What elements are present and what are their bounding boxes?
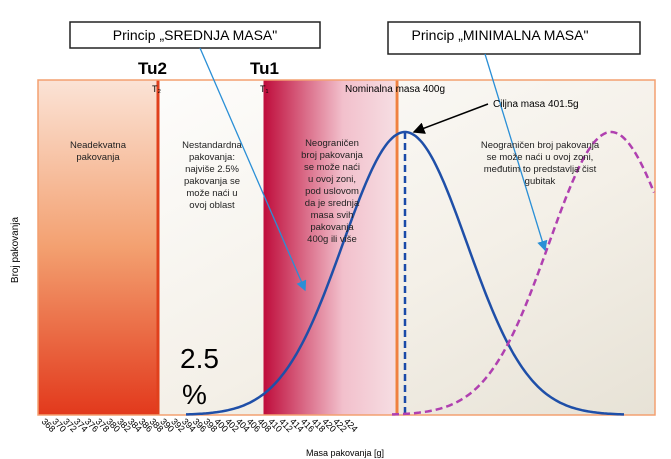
zone-unlimited	[265, 80, 395, 415]
zone-line: Neograničen broj pakovanja	[481, 140, 600, 151]
zone-line: da je srednja	[305, 198, 360, 209]
zone-line: pakovanja:	[189, 152, 235, 163]
zone-line: Neadekvatna	[70, 140, 127, 151]
label: Tu1	[250, 59, 279, 78]
zone-text: Neograničen broj pakovanja se može naći u o…	[301, 138, 364, 245]
zone-line: najviše 2.5%	[185, 164, 239, 175]
arrow	[412, 103, 489, 134]
distribution-curve	[186, 130, 624, 416]
label: Tu2	[138, 59, 167, 78]
plot-border	[37, 79, 656, 416]
zone-line: ovoj oblast	[189, 200, 235, 211]
zone-line: Nestandardna	[182, 140, 242, 151]
label: Nominalna masa 400g	[345, 84, 445, 95]
zone-inadequate	[38, 80, 158, 415]
y-axis-label: Broj pakovanja	[10, 216, 21, 283]
zone-line: se može naći	[304, 162, 360, 173]
zone-line: gubitak	[525, 176, 556, 187]
zone-text: Neadekvatna pakovanja	[70, 140, 127, 163]
zone-line: 400g ili više	[307, 234, 357, 245]
zone-text: Neograničen broj pakovanja se može naći u…	[481, 140, 600, 187]
label: T₁	[260, 84, 269, 94]
zone-line: pod uslovom	[305, 186, 359, 197]
zone-line: se može naći u ovoj zoni,	[487, 152, 594, 163]
callout-box	[387, 21, 641, 55]
zone-line: pakovanja	[76, 152, 120, 163]
zone-line: pakovanja se	[184, 176, 240, 187]
arrow	[199, 47, 307, 292]
zone-line: u ovoj zoni,	[308, 174, 356, 185]
x-axis-label: Masa pakovanja [g]	[306, 448, 384, 458]
shifted-curve	[392, 130, 656, 416]
zone-line: Neograničen	[305, 138, 359, 149]
callout-box	[69, 21, 321, 49]
label: Ciljna masa 401.5g	[493, 99, 579, 110]
zone-line: broj pakovanja	[301, 150, 364, 161]
percent: 2.5	[180, 343, 219, 374]
zone-text: Nestandardna pakovanja: najviše 2.5% pakova…	[182, 140, 242, 211]
callout: Princip „MINIMALNA MASA"	[412, 27, 589, 43]
zone-line: može naći u	[186, 188, 237, 199]
callout: Princip „SREDNJA MASA"	[113, 27, 277, 43]
zone-line: međutim to predstavlja čist	[484, 164, 597, 175]
arrow	[484, 53, 548, 252]
zone-line: masa svih	[311, 210, 354, 221]
percent: %	[182, 379, 207, 410]
label: T₂	[152, 84, 161, 94]
zone-line: pakovanja	[310, 222, 354, 233]
